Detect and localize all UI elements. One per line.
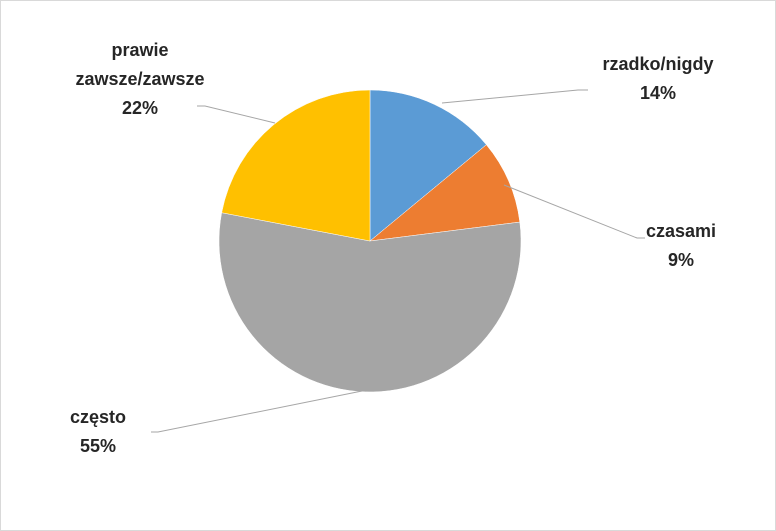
- leader-line-2: [503, 184, 645, 239]
- data-label-category: czasami: [646, 221, 716, 241]
- data-label-2: czasami 9%: [646, 221, 716, 270]
- data-label-1: rzadko/nigdy 14%: [602, 54, 713, 103]
- leader-line-3: [151, 390, 363, 433]
- data-label-category: zawsze/zawsze: [75, 69, 204, 89]
- data-label-category: rzadko/nigdy: [602, 54, 713, 74]
- data-label-category: często: [70, 407, 126, 427]
- pie-slice-4: [221, 89, 371, 242]
- pie-slices: [218, 89, 522, 393]
- pie-slice-3: [218, 212, 522, 393]
- pie-slice-2: [369, 144, 521, 242]
- data-label-value: 9%: [668, 250, 694, 270]
- leader-lines: [151, 89, 645, 433]
- data-label-value: 14%: [640, 83, 676, 103]
- data-label-category: prawie: [111, 40, 168, 60]
- data-label-4: prawie zawsze/zawsze 22%: [75, 40, 204, 118]
- pie-slice-1: [369, 89, 487, 242]
- data-label-value: 55%: [80, 436, 116, 456]
- data-label-3: często 55%: [70, 407, 126, 456]
- leader-line-1: [441, 89, 588, 104]
- data-labels: rzadko/nigdy 14% czasami 9% często 55% prawie z…: [70, 40, 716, 456]
- leader-line-4: [197, 105, 276, 124]
- data-label-value: 22%: [122, 98, 158, 118]
